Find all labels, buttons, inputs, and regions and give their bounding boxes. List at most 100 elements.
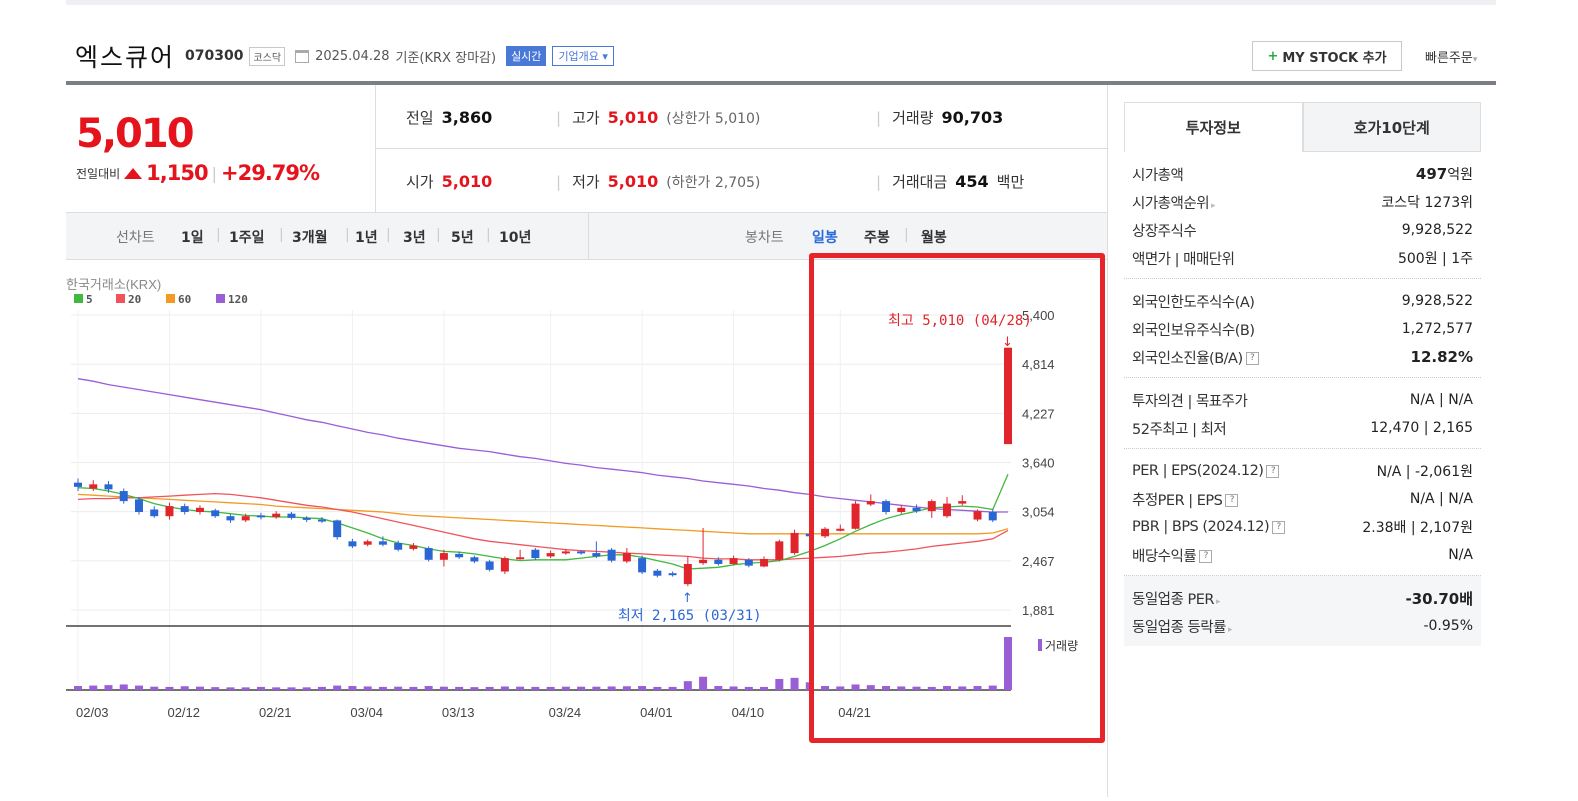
candle-body bbox=[455, 553, 464, 558]
candle-body bbox=[577, 551, 586, 554]
ma-line-ma5 bbox=[77, 474, 1009, 570]
volume-legend-swatch bbox=[1038, 639, 1042, 651]
info-value: N/A | N/A bbox=[1410, 392, 1473, 408]
volume-bar bbox=[516, 686, 525, 690]
quick-order-button[interactable]: 빠른주문▾ bbox=[1425, 47, 1477, 66]
tab-10y[interactable]: 10년 bbox=[499, 230, 532, 246]
upper-limit: (상한가 5,010) bbox=[666, 111, 761, 127]
volume-bar bbox=[150, 686, 159, 690]
volume-bar bbox=[607, 686, 616, 690]
tab-order-book[interactable]: 호가10단계 bbox=[1302, 102, 1481, 152]
candle-body bbox=[317, 519, 326, 522]
tab-weekly[interactable]: 주봉 bbox=[864, 230, 890, 246]
info-value-text: N/A | -2,061원 bbox=[1376, 464, 1473, 480]
tab-1w[interactable]: 1주일 bbox=[229, 230, 265, 246]
divider: | bbox=[216, 227, 221, 243]
volume-bar bbox=[927, 686, 936, 690]
overview-dropdown[interactable]: 기업개요 ▾ bbox=[552, 46, 614, 66]
divider: | bbox=[876, 173, 882, 191]
tab-invest-info[interactable]: 투자정보 bbox=[1124, 102, 1303, 152]
candle-body bbox=[287, 513, 296, 518]
volume-bar bbox=[333, 685, 342, 690]
volume-bar bbox=[363, 686, 372, 690]
candle-body bbox=[363, 541, 372, 545]
change-percent: +29.79% bbox=[221, 161, 320, 185]
candle-body bbox=[134, 499, 143, 513]
candle-body bbox=[699, 559, 708, 564]
high-cell: | 고가 5,010 (상한가 5,010) bbox=[556, 107, 760, 128]
volume-bar bbox=[592, 686, 601, 690]
info-label[interactable]: 시가총액순위 ▸ bbox=[1132, 195, 1216, 212]
info-value-text: 500원 | 1주 bbox=[1397, 251, 1473, 267]
info-row: 외국인소진율(B/A)? 12.82% bbox=[1132, 343, 1473, 371]
tab-daily[interactable]: 일봉 bbox=[812, 230, 838, 246]
volume-bar bbox=[943, 686, 952, 690]
candle-body bbox=[104, 484, 113, 490]
help-icon[interactable]: ? bbox=[1272, 520, 1286, 534]
volume-bar bbox=[866, 685, 875, 690]
y-tick-label: 4,227 bbox=[1022, 406, 1055, 421]
volume-bar bbox=[561, 686, 570, 690]
volume-bar bbox=[180, 686, 189, 690]
tab-5y[interactable]: 5년 bbox=[451, 230, 474, 246]
divider: | bbox=[556, 173, 562, 191]
volume-bar bbox=[378, 686, 387, 690]
high-value: 5,010 bbox=[607, 108, 659, 127]
info-label: PER | EPS(2024.12)? bbox=[1132, 463, 1280, 479]
current-price: 5,010 bbox=[76, 111, 195, 157]
plus-icon: + bbox=[1267, 48, 1279, 64]
change-value: 1,150 bbox=[146, 161, 208, 185]
y-tick-label: 5,400 bbox=[1022, 308, 1055, 323]
divider: | bbox=[211, 163, 217, 183]
info-value: N/A bbox=[1448, 547, 1473, 563]
volume-bar bbox=[836, 686, 845, 690]
info-label: 시가총액 bbox=[1132, 167, 1184, 184]
info-row: 추정PER | EPS? N/A | N/A bbox=[1132, 485, 1473, 513]
mystock-add-button[interactable]: + MY STOCK 추가 bbox=[1252, 41, 1402, 71]
info-value-text: N/A | N/A bbox=[1409, 491, 1473, 507]
x-tick-label: 02/03 bbox=[76, 705, 109, 720]
tab-3y[interactable]: 3년 bbox=[403, 230, 426, 246]
help-icon[interactable]: ? bbox=[1266, 464, 1280, 478]
volume-bar bbox=[683, 681, 692, 690]
info-value-text: N/A | N/A bbox=[1409, 392, 1473, 408]
volume-bar bbox=[729, 686, 738, 690]
volume-bar bbox=[912, 686, 921, 690]
divider: | bbox=[556, 109, 562, 127]
candle-body bbox=[729, 558, 738, 564]
candle-body bbox=[439, 553, 448, 560]
arrow-right-icon: ▸ bbox=[1215, 596, 1221, 607]
info-value-text: 9,928,522 bbox=[1401, 222, 1473, 238]
volume-bar bbox=[699, 676, 708, 690]
tab-1y[interactable]: 1년 bbox=[355, 230, 378, 246]
candle-body bbox=[272, 513, 281, 518]
candle-body bbox=[821, 528, 830, 537]
info-label[interactable]: 동일업종 PER ▸ bbox=[1132, 591, 1221, 608]
candle-body bbox=[409, 545, 418, 549]
help-icon[interactable]: ? bbox=[1225, 494, 1239, 507]
info-label: 액면가 | 매매단위 bbox=[1132, 251, 1235, 268]
candle-body bbox=[897, 507, 906, 513]
candle-body bbox=[470, 557, 479, 562]
info-label[interactable]: 동일업종 등락률 ▸ bbox=[1132, 619, 1233, 636]
tab-3m[interactable]: 3개월 bbox=[292, 230, 328, 246]
candle-body bbox=[882, 501, 891, 513]
realtime-button[interactable]: 실시간 bbox=[506, 46, 547, 66]
side-panel: 투자정보 호가10단계 시가총액 497억원 시가총액순위 ▸ 코스닥 1273위 상장주… bbox=[1124, 102, 1481, 646]
volume-bar bbox=[897, 686, 906, 690]
info-label: 외국인보유주식수(B) bbox=[1132, 322, 1255, 339]
volume-cell: | 거래량 90,703 bbox=[876, 107, 1003, 128]
candle-body bbox=[211, 510, 220, 517]
tab-1d[interactable]: 1일 bbox=[181, 230, 204, 246]
tab-monthly[interactable]: 월봉 bbox=[921, 230, 947, 246]
candle-body bbox=[89, 484, 98, 489]
candle-body bbox=[638, 558, 647, 573]
info-row: 상장주식수 9,928,522 bbox=[1132, 216, 1473, 244]
help-icon[interactable]: ? bbox=[1199, 550, 1213, 563]
open-value: 5,010 bbox=[441, 172, 493, 191]
candle-body bbox=[683, 563, 692, 585]
y-tick-label: 3,054 bbox=[1022, 505, 1055, 520]
help-icon[interactable]: ? bbox=[1245, 352, 1259, 365]
down-arrow-icon: ↓ bbox=[1002, 335, 1013, 350]
stock-code: 070300 bbox=[185, 48, 244, 64]
